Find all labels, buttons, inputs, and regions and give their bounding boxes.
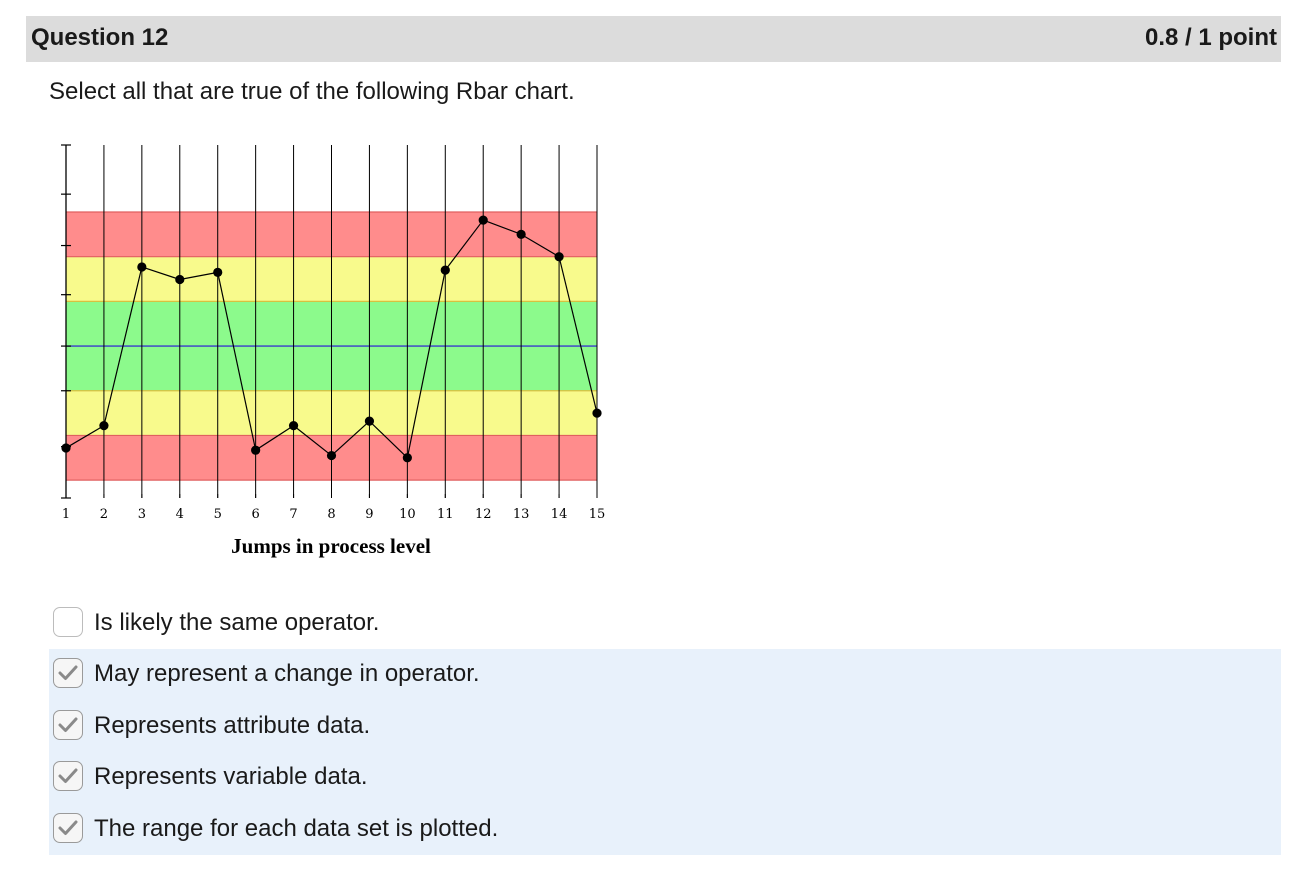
x-tick-label: 14 — [551, 507, 568, 522]
x-axis-title: Jumps in process level — [231, 534, 431, 558]
series-segment — [179, 271, 218, 281]
data-point — [592, 408, 602, 418]
answer-checkbox[interactable] — [53, 606, 83, 637]
data-point — [137, 262, 147, 272]
chart-series — [61, 215, 602, 463]
series-segment — [520, 233, 560, 258]
data-point — [251, 445, 261, 455]
checkmark-icon — [58, 768, 78, 784]
answer-list: Is likely the same operator. May represe… — [49, 597, 1281, 855]
series-segment — [255, 425, 294, 451]
x-tick-label: 1 — [62, 507, 70, 522]
series-segment — [293, 425, 332, 457]
data-point — [478, 215, 488, 225]
data-point — [364, 416, 375, 426]
series-segment — [444, 219, 484, 271]
x-tick-label: 5 — [214, 507, 222, 522]
x-tick-label: 13 — [513, 507, 530, 522]
chart-grid — [103, 145, 598, 498]
data-point — [402, 453, 412, 463]
rbar-chart-svg: 1 2 3 4 5 6 7 8 9 10 11 12 13 14 15 Jumps in process l… — [61, 144, 605, 558]
answer-checkbox[interactable] — [53, 812, 83, 843]
answer-option-2[interactable]: May represent a change in operator. — [49, 648, 1281, 700]
data-point — [99, 421, 109, 431]
answer-option-5[interactable]: The range for each data set is plotted. — [49, 803, 1281, 855]
x-tick-label: 9 — [365, 507, 373, 522]
answer-option-1[interactable]: Is likely the same operator. — [49, 597, 1281, 649]
checkmark-icon — [58, 665, 78, 681]
data-point — [213, 267, 223, 277]
answer-option-4[interactable]: Represents variable data. — [49, 751, 1281, 803]
answer-checkbox[interactable] — [53, 761, 83, 792]
x-tick-label: 4 — [176, 507, 184, 522]
series-segment — [103, 266, 143, 426]
x-tick-label: 7 — [289, 507, 297, 522]
series-segment — [65, 425, 105, 449]
answer-label: Represents attribute data. — [94, 711, 371, 739]
x-tick-label: 10 — [399, 507, 416, 522]
data-point — [440, 265, 450, 275]
data-point — [516, 229, 526, 239]
x-tick-label: 11 — [437, 507, 454, 522]
x-tick-label: 6 — [252, 507, 260, 522]
series-segment — [217, 272, 257, 451]
answer-checkbox[interactable] — [53, 658, 83, 689]
x-tick-label: 15 — [589, 507, 606, 522]
series-segment — [141, 266, 180, 281]
x-tick-label: 8 — [327, 507, 335, 522]
series-segment — [558, 256, 598, 414]
answer-label: May represent a change in operator. — [94, 660, 480, 688]
checkmark-icon — [58, 717, 78, 732]
answer-checkbox[interactable] — [53, 709, 83, 740]
answer-label: The range for each data set is plotted. — [94, 814, 499, 842]
series-segment — [331, 420, 370, 456]
data-point — [61, 443, 71, 453]
data-point — [554, 252, 564, 262]
answer-label: Is likely the same operator. — [94, 608, 380, 636]
question-header: Question 12 0.8 / 1 point — [26, 16, 1281, 62]
rbar-chart: 1 2 3 4 5 6 7 8 9 10 11 12 13 14 15 Jumps in process l… — [40, 130, 640, 570]
x-tick-label: 12 — [475, 507, 492, 522]
question-score: 0.8 / 1 point — [1144, 24, 1277, 51]
question-title: Question 12 — [31, 24, 169, 51]
x-tick-label: 3 — [138, 507, 146, 522]
data-point — [288, 421, 299, 431]
answer-option-3[interactable]: Represents attribute data. — [49, 700, 1281, 752]
checkmark-icon — [58, 820, 78, 835]
data-point — [326, 450, 337, 461]
series-segment — [406, 269, 446, 458]
x-tick-label: 2 — [100, 507, 108, 522]
series-segment — [369, 420, 408, 459]
question-prompt: Select all that are true of the followin… — [49, 78, 575, 105]
answer-label: Represents variable data. — [94, 763, 368, 791]
data-point — [175, 274, 185, 285]
series-segment — [483, 219, 522, 235]
chart-tick-labels: 1 2 3 4 5 6 7 8 9 10 11 12 13 14 15 — [62, 507, 605, 522]
